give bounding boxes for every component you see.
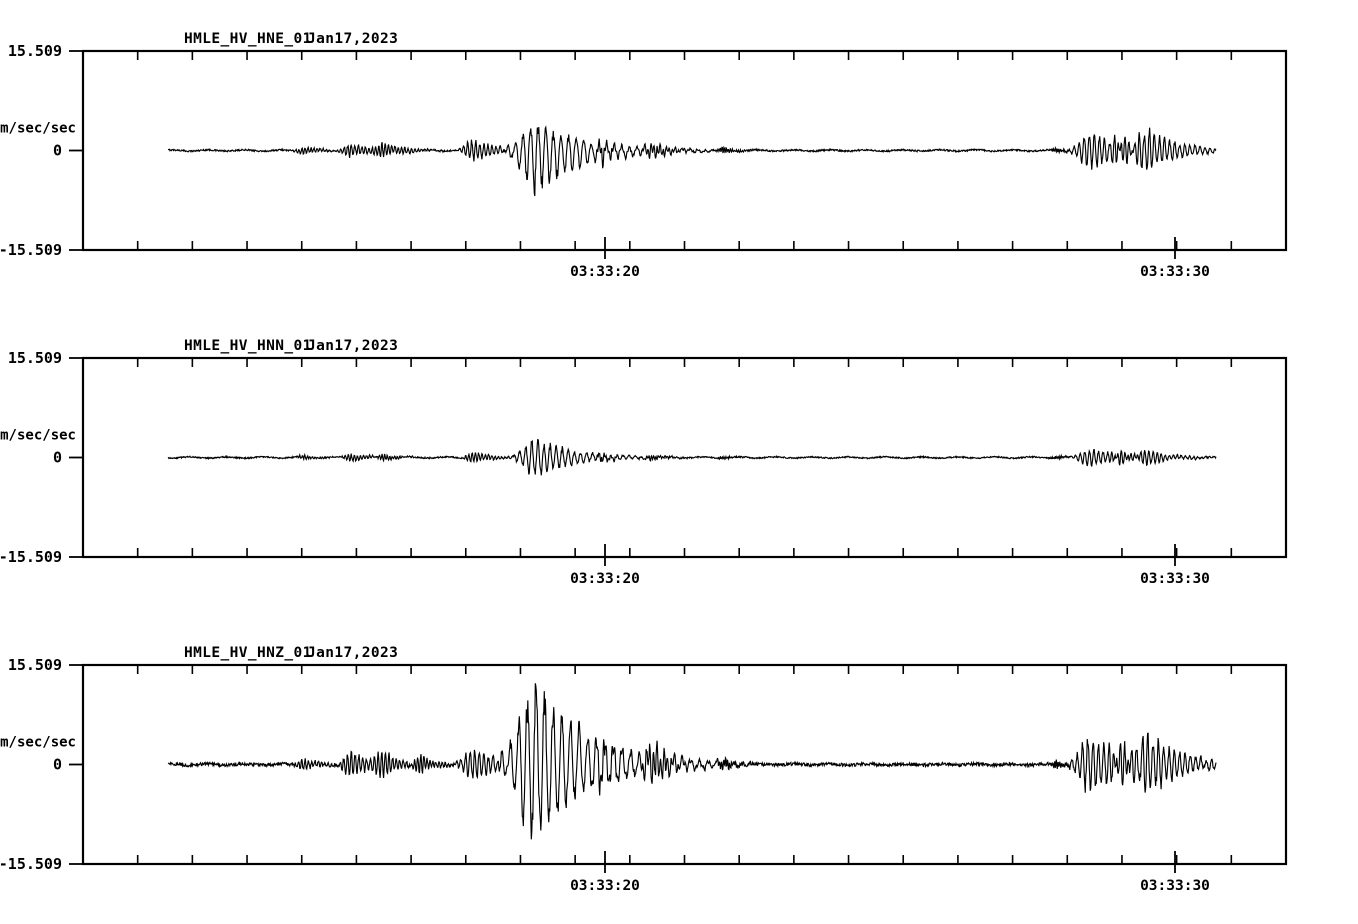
waveform-trace <box>167 438 1217 476</box>
x-tick-label: 03:33:30 <box>1140 264 1210 280</box>
y-unit-label: cm/sec/sec <box>0 428 76 444</box>
y-min-label: -15.509 <box>0 548 62 566</box>
waveform-trace <box>167 683 1217 840</box>
y-min-label: -15.509 <box>0 241 62 259</box>
y-unit-label: cm/sec/sec <box>0 735 76 751</box>
x-tick-label: 03:33:30 <box>1140 878 1210 894</box>
x-tick-label: 03:33:30 <box>1140 571 1210 587</box>
station-label: HMLE_HV_HNN_01 <box>184 338 312 354</box>
x-tick-label: 03:33:20 <box>570 571 640 587</box>
y-unit-label: cm/sec/sec <box>0 121 76 137</box>
waveform-trace <box>167 125 1217 197</box>
y-max-label: 15.509 <box>8 42 62 60</box>
x-tick-label: 03:33:20 <box>570 878 640 894</box>
station-label: HMLE_HV_HNE_01 <box>184 31 312 47</box>
y-zero-label: 0 <box>53 142 62 160</box>
y-zero-label: 0 <box>53 756 62 774</box>
date-label: Jan17,2023 <box>307 645 398 661</box>
x-tick-label: 03:33:20 <box>570 264 640 280</box>
station-label: HMLE_HV_HNZ_01 <box>184 645 312 661</box>
date-label: Jan17,2023 <box>307 31 398 47</box>
y-max-label: 15.509 <box>8 656 62 674</box>
date-label: Jan17,2023 <box>307 338 398 354</box>
y-min-label: -15.509 <box>0 855 62 873</box>
y-zero-label: 0 <box>53 449 62 467</box>
y-max-label: 15.509 <box>8 349 62 367</box>
